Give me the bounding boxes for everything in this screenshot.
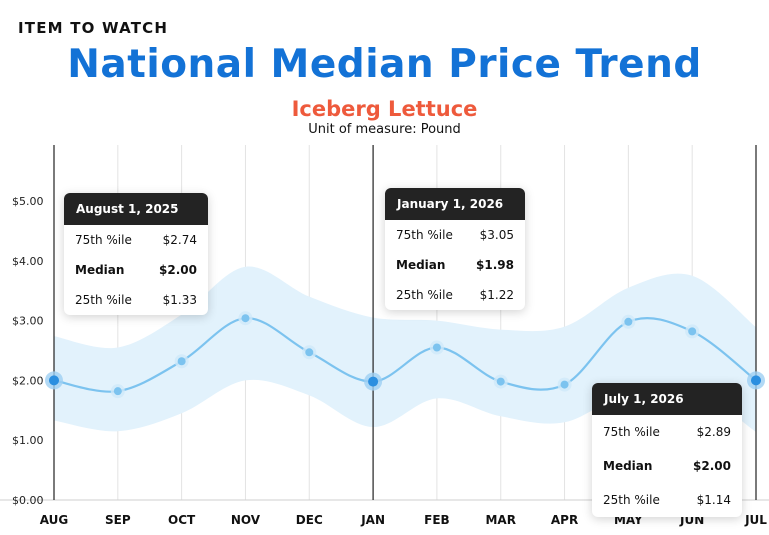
data-point-jun (688, 327, 697, 336)
tooltip-row-value: $2.00 (693, 459, 731, 473)
tooltip-row-label: Median (603, 459, 653, 473)
unit-of-measure: Unit of measure: Pound (308, 122, 461, 137)
x-tick-label-sep: SEP (105, 513, 131, 527)
y-tick-label: $2.00 (12, 374, 44, 387)
tooltip-row-label: 75th %ile (75, 233, 132, 247)
x-tick-label-dec: DEC (296, 513, 323, 527)
y-tick-label: $4.00 (12, 255, 44, 268)
tooltip-row-median: Median $1.98 (385, 250, 525, 280)
tooltip-row-median: Median $2.00 (592, 449, 742, 483)
data-point-nov (241, 314, 250, 323)
tooltip-row-label: Median (75, 263, 125, 277)
data-point-may (624, 317, 633, 326)
tooltip-row-75th: 75th %ile $2.74 (64, 225, 208, 255)
data-point-jul (751, 375, 761, 386)
tooltip-row-value: $3.05 (479, 228, 514, 242)
tooltip-date: July 1, 2026 (592, 383, 742, 415)
kicker-label: ITEM TO WATCH (18, 19, 169, 37)
tooltip-jan-2026: January 1, 2026 75th %ile $3.05 Median $1.… (385, 188, 525, 310)
y-tick-label: $5.00 (12, 195, 44, 208)
tooltip-row-value: $1.22 (479, 288, 514, 302)
x-tick-label-jul: JUL (744, 513, 767, 527)
tooltip-row-label: 75th %ile (396, 228, 453, 242)
chart-subtitle: Iceberg Lettuce (291, 97, 478, 121)
x-tick-label-apr: APR (551, 513, 578, 527)
tooltip-row-value: $2.00 (159, 263, 197, 277)
tooltip-row-value: $1.14 (696, 493, 731, 507)
tooltip-row-value: $1.33 (162, 293, 197, 307)
tooltip-row-75th: 75th %ile $2.89 (592, 415, 742, 449)
tooltip-date: August 1, 2025 (64, 193, 208, 225)
tooltip-row-value: $1.98 (476, 258, 514, 272)
x-tick-label-oct: OCT (168, 513, 196, 527)
data-point-feb (432, 343, 441, 352)
tooltip-row-75th: 75th %ile $3.05 (385, 220, 525, 250)
tooltip-date: January 1, 2026 (385, 188, 525, 220)
data-point-jan (368, 376, 379, 387)
tooltip-row-25th: 25th %ile $1.14 (592, 483, 742, 517)
tooltip-row-value: $2.89 (696, 425, 731, 439)
data-point-mar (496, 377, 505, 386)
tooltip-row-label: 25th %ile (396, 288, 453, 302)
data-point-aug (49, 375, 59, 386)
tooltip-row-25th: 25th %ile $1.22 (385, 280, 525, 310)
x-tick-label-nov: NOV (231, 513, 261, 527)
tooltip-row-label: 25th %ile (75, 293, 132, 307)
x-tick-label-jan: JAN (360, 513, 385, 527)
data-point-oct (177, 357, 186, 366)
data-point-dec (305, 348, 314, 357)
y-tick-label: $3.00 (12, 315, 44, 328)
tooltip-row-label: 75th %ile (603, 425, 660, 439)
y-tick-label: $1.00 (12, 434, 44, 447)
tooltip-row-25th: 25th %ile $1.33 (64, 285, 208, 315)
tooltip-row-median: Median $2.00 (64, 255, 208, 285)
x-tick-label-feb: FEB (424, 513, 450, 527)
x-tick-label-aug: AUG (40, 513, 69, 527)
tooltip-row-label: 25th %ile (603, 493, 660, 507)
tooltip-row-value: $2.74 (162, 233, 197, 247)
tooltip-row-label: Median (396, 258, 446, 272)
tooltip-jul-2026: July 1, 2026 75th %ile $2.89 Median $2.00 … (592, 383, 742, 517)
percentile-band (54, 266, 756, 432)
x-tick-label-mar: MAR (485, 513, 515, 527)
chart-title: National Median Price Trend (67, 42, 702, 87)
y-tick-label: $0.00 (12, 494, 44, 507)
data-point-sep (113, 387, 122, 396)
tooltip-aug-2025: August 1, 2025 75th %ile $2.74 Median $2.0… (64, 193, 208, 315)
data-point-apr (560, 380, 569, 389)
